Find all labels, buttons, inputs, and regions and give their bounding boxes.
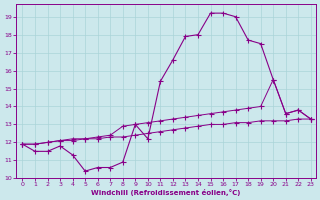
X-axis label: Windchill (Refroidissement éolien,°C): Windchill (Refroidissement éolien,°C) [91, 189, 241, 196]
